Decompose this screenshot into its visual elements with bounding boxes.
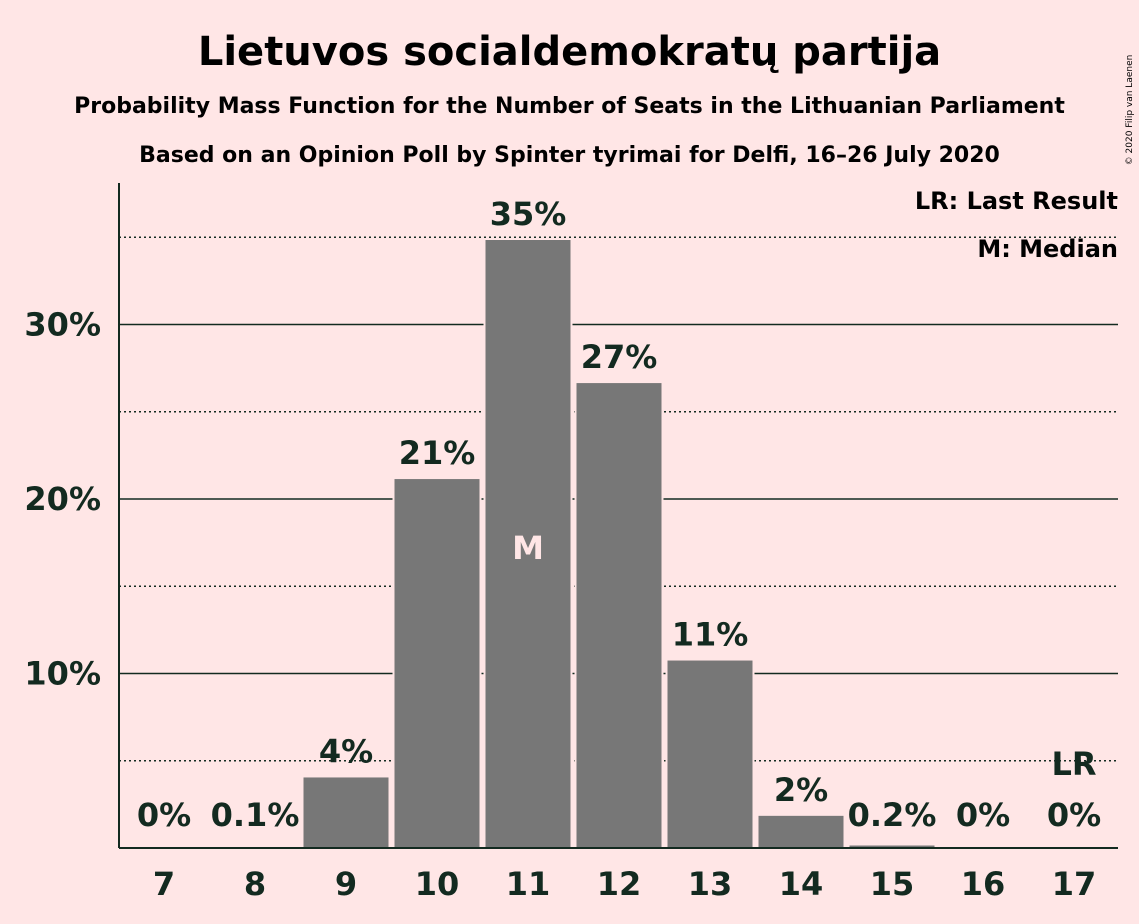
bar bbox=[574, 381, 664, 849]
data-labels: 0% 0.1% 4% 21% 35% 27% 11% 2% 0.2% 0% 0% M LR bbox=[137, 195, 1101, 834]
chart-subtitle: Probability Mass Function for the Number… bbox=[74, 94, 1065, 119]
bars bbox=[210, 237, 937, 850]
x-tick-label: 14 bbox=[779, 865, 824, 903]
y-tick-label: 10% bbox=[24, 655, 101, 693]
x-tick-label: 15 bbox=[870, 865, 915, 903]
chart-subtitle-poll: Based on an Opinion Poll by Spinter tyri… bbox=[139, 143, 1000, 168]
bar bbox=[483, 237, 573, 849]
x-tick-label: 11 bbox=[506, 865, 551, 903]
chart-title: Lietuvos socialdemokratų partija bbox=[198, 29, 941, 75]
x-tick-label: 17 bbox=[1052, 865, 1097, 903]
bar-value-label: 0% bbox=[1047, 796, 1101, 834]
bar-value-label: 0.2% bbox=[848, 796, 937, 834]
bar-value-label: 27% bbox=[581, 338, 658, 376]
bar-value-label: 21% bbox=[399, 434, 476, 472]
copyright-note: © 2020 Filip van Laenen bbox=[1125, 55, 1135, 166]
bar-value-label: 0% bbox=[137, 796, 191, 834]
bar bbox=[665, 658, 755, 849]
gridlines bbox=[119, 236, 1118, 762]
bar-value-label: 11% bbox=[672, 616, 749, 654]
bar-value-label: 4% bbox=[319, 732, 373, 770]
x-tick-label: 13 bbox=[688, 865, 733, 903]
x-tick-label: 16 bbox=[961, 865, 1006, 903]
x-tick-label: 8 bbox=[244, 865, 266, 903]
bar-value-label: 35% bbox=[490, 195, 567, 233]
axes: 10% 20% 30% 7 8 9 10 11 12 13 14 15 16 17 bbox=[24, 183, 1118, 903]
median-marker: M bbox=[512, 529, 544, 567]
last-result-marker: LR bbox=[1051, 745, 1096, 783]
x-tick-label: 12 bbox=[597, 865, 642, 903]
x-tick-label: 10 bbox=[415, 865, 460, 903]
bar bbox=[301, 775, 391, 850]
bar-value-label: 0.1% bbox=[211, 796, 300, 834]
y-tick-label: 20% bbox=[24, 480, 101, 518]
y-tick-label: 30% bbox=[24, 306, 101, 344]
bar bbox=[392, 477, 482, 849]
legend-median: M: Median bbox=[977, 235, 1118, 263]
bar-value-label: 0% bbox=[956, 796, 1010, 834]
x-tick-label: 9 bbox=[335, 865, 357, 903]
x-tick-label: 7 bbox=[153, 865, 175, 903]
bar bbox=[756, 813, 846, 849]
bar-value-label: 2% bbox=[774, 771, 828, 809]
legend-last-result: LR: Last Result bbox=[915, 187, 1118, 215]
